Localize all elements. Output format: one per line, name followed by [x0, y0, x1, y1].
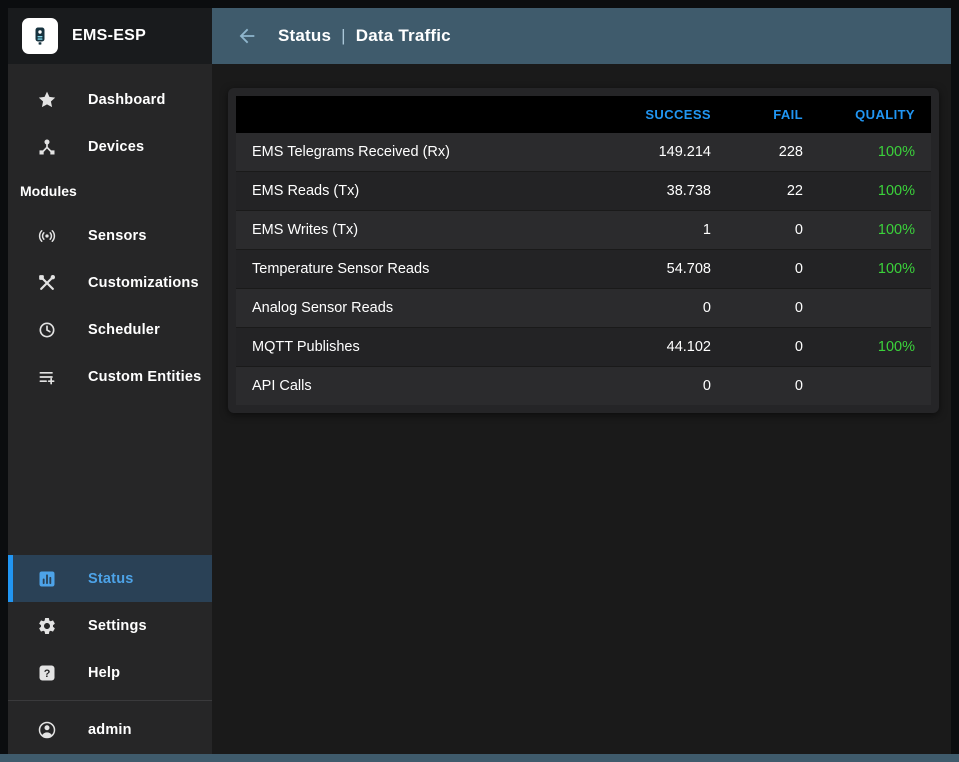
success-cell: 149.214: [607, 133, 727, 172]
sidebar-item-label: Settings: [88, 617, 147, 634]
sidebar-item-label: Help: [88, 664, 121, 681]
sidebar-item-label: Dashboard: [88, 91, 166, 108]
success-cell: 0: [607, 288, 727, 328]
construction-icon: [36, 272, 58, 294]
table-row: EMS Telegrams Received (Rx) 149.214 228 …: [236, 133, 931, 172]
table-header-row: SUCCESS FAIL QUALITY: [236, 96, 931, 133]
sidebar-item-sensors[interactable]: Sensors: [8, 212, 212, 259]
success-cell: 1: [607, 210, 727, 250]
success-cell: 54.708: [607, 249, 727, 289]
quality-cell: 100%: [819, 171, 931, 211]
app-logo-icon: [22, 18, 58, 54]
fail-cell: 0: [727, 288, 819, 328]
sidebar-item-label: Status: [88, 570, 134, 587]
horizontal-scrollbar[interactable]: [0, 754, 959, 762]
page-title: Status | Data Traffic: [278, 26, 451, 46]
sensors-icon: [36, 225, 58, 247]
device-hub-icon: [36, 136, 58, 158]
table-row: EMS Writes (Tx) 1 0 100%: [236, 210, 931, 250]
quality-cell: 100%: [819, 210, 931, 250]
table-row: EMS Reads (Tx) 38.738 22 100%: [236, 171, 931, 211]
sidebar-item-status[interactable]: Status: [8, 555, 212, 602]
table-row: Temperature Sensor Reads 54.708 0 100%: [236, 249, 931, 289]
data-traffic-table: SUCCESS FAIL QUALITY EMS Telegrams Recei…: [236, 96, 931, 405]
sidebar: EMS-ESP Dashboard Devices Modules: [8, 8, 212, 754]
schedule-icon: [36, 319, 58, 341]
app-title: EMS-ESP: [72, 27, 147, 44]
row-name-cell: API Calls: [252, 378, 312, 394]
sidebar-item-devices[interactable]: Devices: [8, 123, 212, 170]
sidebar-item-scheduler[interactable]: Scheduler: [8, 306, 212, 353]
sidebar-nav: Dashboard Devices Modules: [8, 64, 212, 754]
gear-icon: [36, 615, 58, 637]
content-area: SUCCESS FAIL QUALITY EMS Telegrams Recei…: [212, 64, 951, 754]
bar-chart-icon: [36, 568, 58, 590]
playlist-add-icon: [36, 366, 58, 388]
fail-cell: 0: [794, 378, 803, 394]
main-area: Status | Data Traffic SUCCESS: [212, 8, 951, 754]
fail-cell: 228: [727, 133, 819, 172]
sidebar-item-label: Sensors: [88, 227, 147, 244]
sidebar-item-custom-entities[interactable]: Custom Entities: [8, 353, 212, 400]
sidebar-divider: [8, 700, 212, 701]
row-name-cell: EMS Writes (Tx): [236, 210, 607, 250]
fail-cell: 22: [727, 171, 819, 211]
top-app-bar: Status | Data Traffic: [212, 8, 951, 64]
sidebar-item-label: Scheduler: [88, 321, 160, 338]
sidebar-item-dashboard[interactable]: Dashboard: [8, 76, 212, 123]
header-name: [236, 96, 607, 133]
fail-cell: 0: [727, 327, 819, 367]
table-row: MQTT Publishes 44.102 0 100%: [236, 327, 931, 367]
sidebar-item-label: Customizations: [88, 274, 199, 291]
success-cell: 38.738: [607, 171, 727, 211]
success-cell: 44.102: [607, 327, 727, 367]
sidebar-item-label: admin: [88, 721, 132, 738]
header-fail: FAIL: [727, 96, 819, 133]
quality-cell: 100%: [819, 133, 931, 172]
table-row: Analog Sensor Reads 0 0: [236, 288, 931, 328]
fail-cell: 0: [727, 210, 819, 250]
sidebar-item-settings[interactable]: Settings: [8, 602, 212, 649]
sidebar-item-admin[interactable]: admin: [8, 705, 212, 754]
row-name-cell: EMS Telegrams Received (Rx): [236, 133, 607, 172]
page-title-separator: |: [341, 26, 346, 45]
star-icon: [36, 89, 58, 111]
header-quality: QUALITY: [819, 96, 931, 133]
sidebar-item-label: Devices: [88, 138, 145, 155]
quality-cell: 100%: [819, 327, 931, 367]
quality-cell: [819, 288, 931, 328]
data-traffic-card: SUCCESS FAIL QUALITY EMS Telegrams Recei…: [228, 88, 939, 413]
row-name-cell: EMS Reads (Tx): [236, 171, 607, 211]
page-title-section: Status: [278, 26, 332, 45]
row-name-cell: Analog Sensor Reads: [236, 288, 607, 328]
sidebar-item-help[interactable]: ? Help: [8, 649, 212, 696]
row-name-cell: Temperature Sensor Reads: [236, 249, 607, 289]
success-cell: 0: [702, 378, 711, 394]
back-button[interactable]: [234, 23, 260, 49]
quality-cell: [819, 367, 931, 406]
sidebar-spacer: [8, 400, 212, 555]
modules-section-label: Modules: [20, 183, 77, 199]
help-icon: ?: [36, 662, 58, 684]
account-circle-icon: [36, 719, 58, 741]
svg-text:?: ?: [44, 668, 51, 680]
sidebar-header: EMS-ESP: [8, 8, 212, 64]
sidebar-item-customizations[interactable]: Customizations: [8, 259, 212, 306]
table-row: API Calls 0 0: [236, 366, 931, 406]
sidebar-item-label: Custom Entities: [88, 368, 202, 385]
page-title-page: Data Traffic: [355, 26, 451, 45]
quality-cell: 100%: [819, 249, 931, 289]
fail-cell: 0: [727, 249, 819, 289]
app-root: EMS-ESP Dashboard Devices Modules: [8, 8, 951, 754]
row-name-cell: MQTT Publishes: [236, 327, 607, 367]
header-success: SUCCESS: [607, 96, 727, 133]
